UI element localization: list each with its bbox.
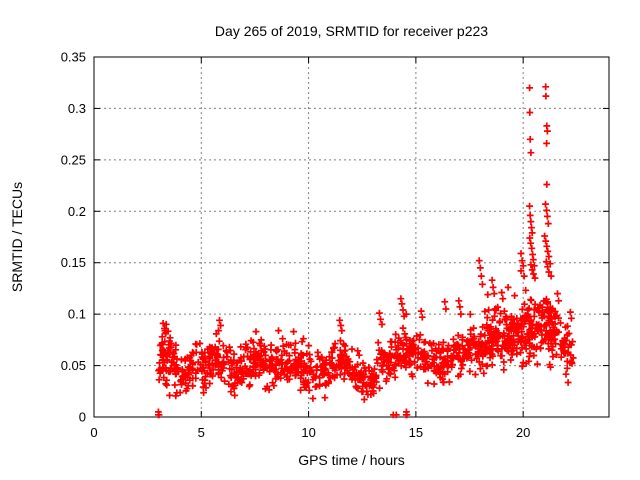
x-tick-label: 15 [409,425,423,440]
y-tick-label: 0.3 [68,101,86,116]
data-points [155,83,577,419]
x-tick-label: 10 [301,425,315,440]
y-tick-label: 0.35 [61,50,86,65]
y-tick-label: 0.15 [61,255,86,270]
y-tick-label: 0.2 [68,204,86,219]
x-tick-label: 0 [90,425,97,440]
plot-border [93,56,610,418]
x-tick-label: 5 [198,425,205,440]
y-tick-label: 0.1 [68,307,86,322]
y-tick-label: 0.25 [61,152,86,167]
chart-title: Day 265 of 2019, SRMTID for receiver p22… [214,23,489,39]
y-axis-label: SRMTID / TECUs [9,181,25,293]
y-tick-label: 0 [79,410,86,425]
x-axis-label: GPS time / hours [298,452,405,468]
x-tick-label: 20 [516,425,530,440]
y-tick-label: 0.05 [61,358,86,373]
